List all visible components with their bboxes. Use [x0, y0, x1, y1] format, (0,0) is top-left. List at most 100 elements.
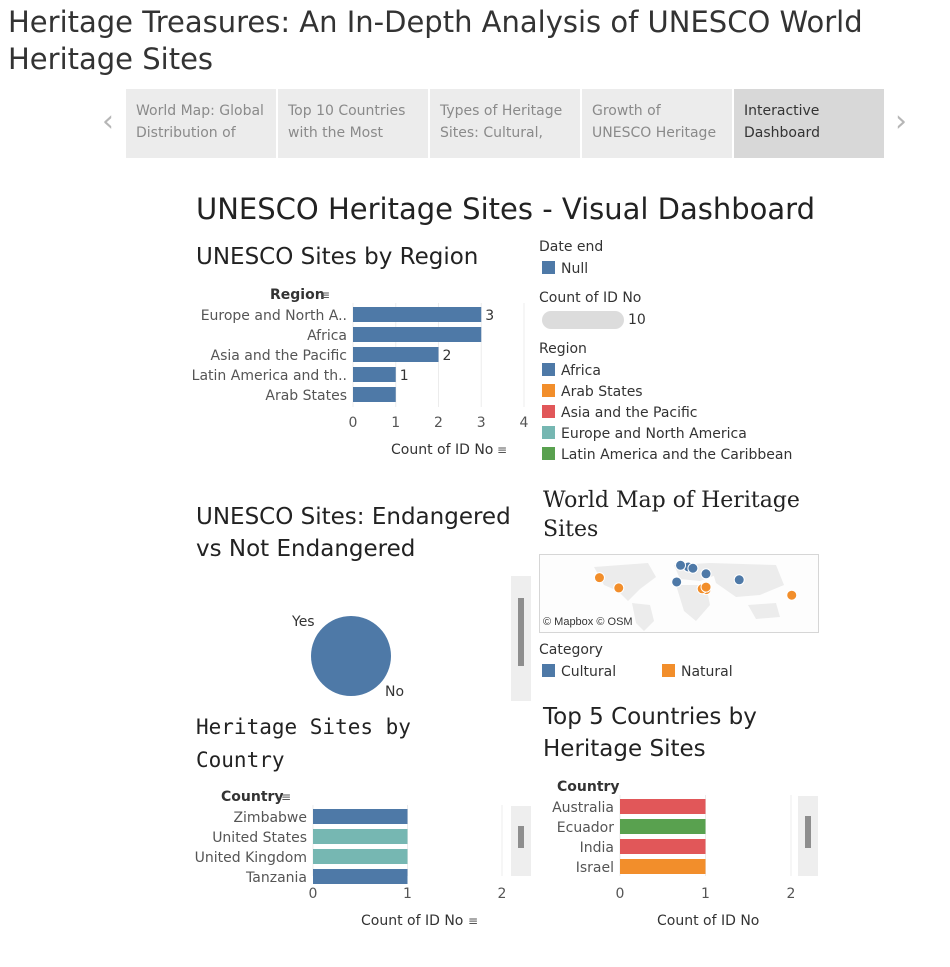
x-tick-label: 0 — [616, 886, 625, 902]
data-label: 3 — [485, 308, 494, 324]
story-tab-4[interactable]: Growth of UNESCO Heritage — [582, 89, 732, 158]
data-label: 2 — [443, 348, 452, 364]
pie-label-no: No — [385, 684, 404, 700]
region-bar-chart: 0 1 2 3 4 Region ≡ Europe and North A.. 3 Afri… — [192, 287, 529, 458]
category-label: Asia and the Pacific — [211, 348, 348, 364]
region-x-axis-title: Count of ID No — [391, 442, 493, 458]
bar — [353, 307, 482, 322]
bar — [353, 367, 396, 382]
category-label: Ecuador — [557, 820, 614, 836]
map-attribution: © Mapbox © OSM — [543, 616, 633, 628]
region-axis-title: Region — [270, 287, 325, 303]
legend-item[interactable]: Cultural — [542, 662, 616, 683]
category-label: Tanzania — [245, 870, 307, 886]
bar — [353, 327, 482, 342]
bar — [620, 819, 706, 834]
legend-swatch — [542, 363, 555, 376]
map-point — [687, 562, 699, 574]
legend-item[interactable]: Europe and North America — [542, 424, 792, 445]
map-point — [671, 576, 683, 588]
x-tick-label: 1 — [403, 886, 412, 902]
legend-item[interactable]: Arab States — [542, 382, 792, 403]
category-label: Zimbabwe — [233, 810, 307, 826]
category-label: Israel — [576, 860, 614, 876]
dashboard-title: UNESCO Heritage Sites - Visual Dashboard — [196, 192, 815, 226]
scrollbar-thumb[interactable] — [518, 826, 524, 848]
bar — [620, 799, 706, 814]
top5-x-axis-title: Count of ID No — [657, 913, 759, 929]
legend-item[interactable]: Null — [542, 259, 588, 280]
scrollbar-thumb[interactable] — [805, 816, 811, 848]
map-point — [700, 568, 712, 580]
story-tab-2[interactable]: Top 10 Countries with the Most — [278, 89, 428, 158]
bar — [620, 859, 706, 874]
map-point — [593, 572, 605, 584]
map-title: World Map of Heritage Sites — [543, 488, 800, 542]
legend-item[interactable]: Asia and the Pacific — [542, 403, 792, 424]
x-tick-label: 1 — [391, 415, 400, 431]
top5-axis-title: Country — [557, 779, 620, 795]
top5-chart-title: Top 5 Countries by Heritage Sites — [543, 704, 757, 762]
country-chart-title: Heritage Sites by Country — [196, 715, 411, 772]
legend-swatch — [542, 384, 555, 397]
legend-swatch — [542, 447, 555, 460]
legend-swatch — [542, 664, 555, 677]
legend-swatch — [542, 261, 555, 274]
country-bar-chart: 0 1 2 Country ≡ Zimbabwe United States Unite… — [195, 789, 507, 929]
x-tick-label: 2 — [498, 886, 507, 902]
region-legend: Africa Arab States Asia and the Pacific … — [542, 361, 792, 466]
count-legend-value: 10 — [628, 312, 646, 328]
country-x-axis-title: Count of ID No — [361, 913, 463, 929]
map-point — [613, 582, 625, 594]
category-label: India — [580, 840, 614, 856]
bar — [313, 829, 408, 844]
world-map[interactable]: © Mapbox © OSM — [539, 554, 819, 633]
sort-icon: ≡ — [497, 443, 507, 457]
chevron-right-icon[interactable]: › — [895, 104, 907, 139]
pie-label-yes: Yes — [291, 614, 315, 630]
legend-item[interactable]: Africa — [542, 361, 792, 382]
x-tick-label: 3 — [477, 415, 486, 431]
scrollbar[interactable] — [511, 806, 531, 876]
bar — [620, 839, 706, 854]
story-tab-1[interactable]: World Map: Global Distribution of — [126, 89, 276, 158]
scrollbar-thumb[interactable] — [518, 598, 524, 666]
x-tick-label: 2 — [787, 886, 796, 902]
region-legend-title: Region — [539, 341, 587, 357]
scrollbar[interactable] — [798, 796, 818, 876]
endangered-chart-title: UNESCO Sites: Endangered vs Not Endanger… — [196, 504, 511, 562]
chevron-left-icon[interactable]: ‹ — [102, 104, 114, 139]
bar — [353, 387, 396, 402]
legend-item[interactable]: Latin America and the Caribbean — [542, 445, 792, 466]
x-tick-label: 2 — [434, 415, 443, 431]
sort-icon: ≡ — [281, 790, 291, 804]
legend-swatch — [542, 405, 555, 418]
category-label: United States — [212, 830, 307, 846]
scrollbar[interactable] — [511, 576, 531, 701]
category-label: Africa — [307, 328, 347, 344]
endangered-pie-chart: Yes No — [291, 614, 404, 700]
country-axis-title: Country — [221, 789, 284, 805]
bar — [313, 809, 408, 824]
category-label: Latin America and th.. — [192, 368, 347, 384]
story-tab-3[interactable]: Types of Heritage Sites: Cultural, — [430, 89, 580, 158]
x-tick-label: 0 — [349, 415, 358, 431]
pie-slice-no — [311, 616, 391, 696]
map-point — [675, 559, 687, 571]
bar — [313, 869, 408, 884]
date-end-legend-title: Date end — [539, 239, 604, 255]
region-chart-title: UNESCO Sites by Region — [196, 244, 479, 270]
x-tick-label: 4 — [520, 415, 529, 431]
category-label: Arab States — [265, 388, 347, 404]
bar — [353, 347, 439, 362]
count-legend-title: Count of ID No — [539, 290, 642, 306]
map-point — [786, 589, 798, 601]
category-label: Australia — [552, 800, 614, 816]
x-tick-label: 0 — [309, 886, 318, 902]
story-title: Heritage Treasures: An In-Depth Analysis… — [8, 5, 863, 76]
category-label: Europe and North A.. — [201, 308, 347, 324]
story-tab-5-active[interactable]: Interactive Dashboard — [734, 89, 884, 158]
legend-item[interactable]: Natural — [662, 662, 733, 683]
sort-icon: ≡ — [468, 914, 478, 928]
